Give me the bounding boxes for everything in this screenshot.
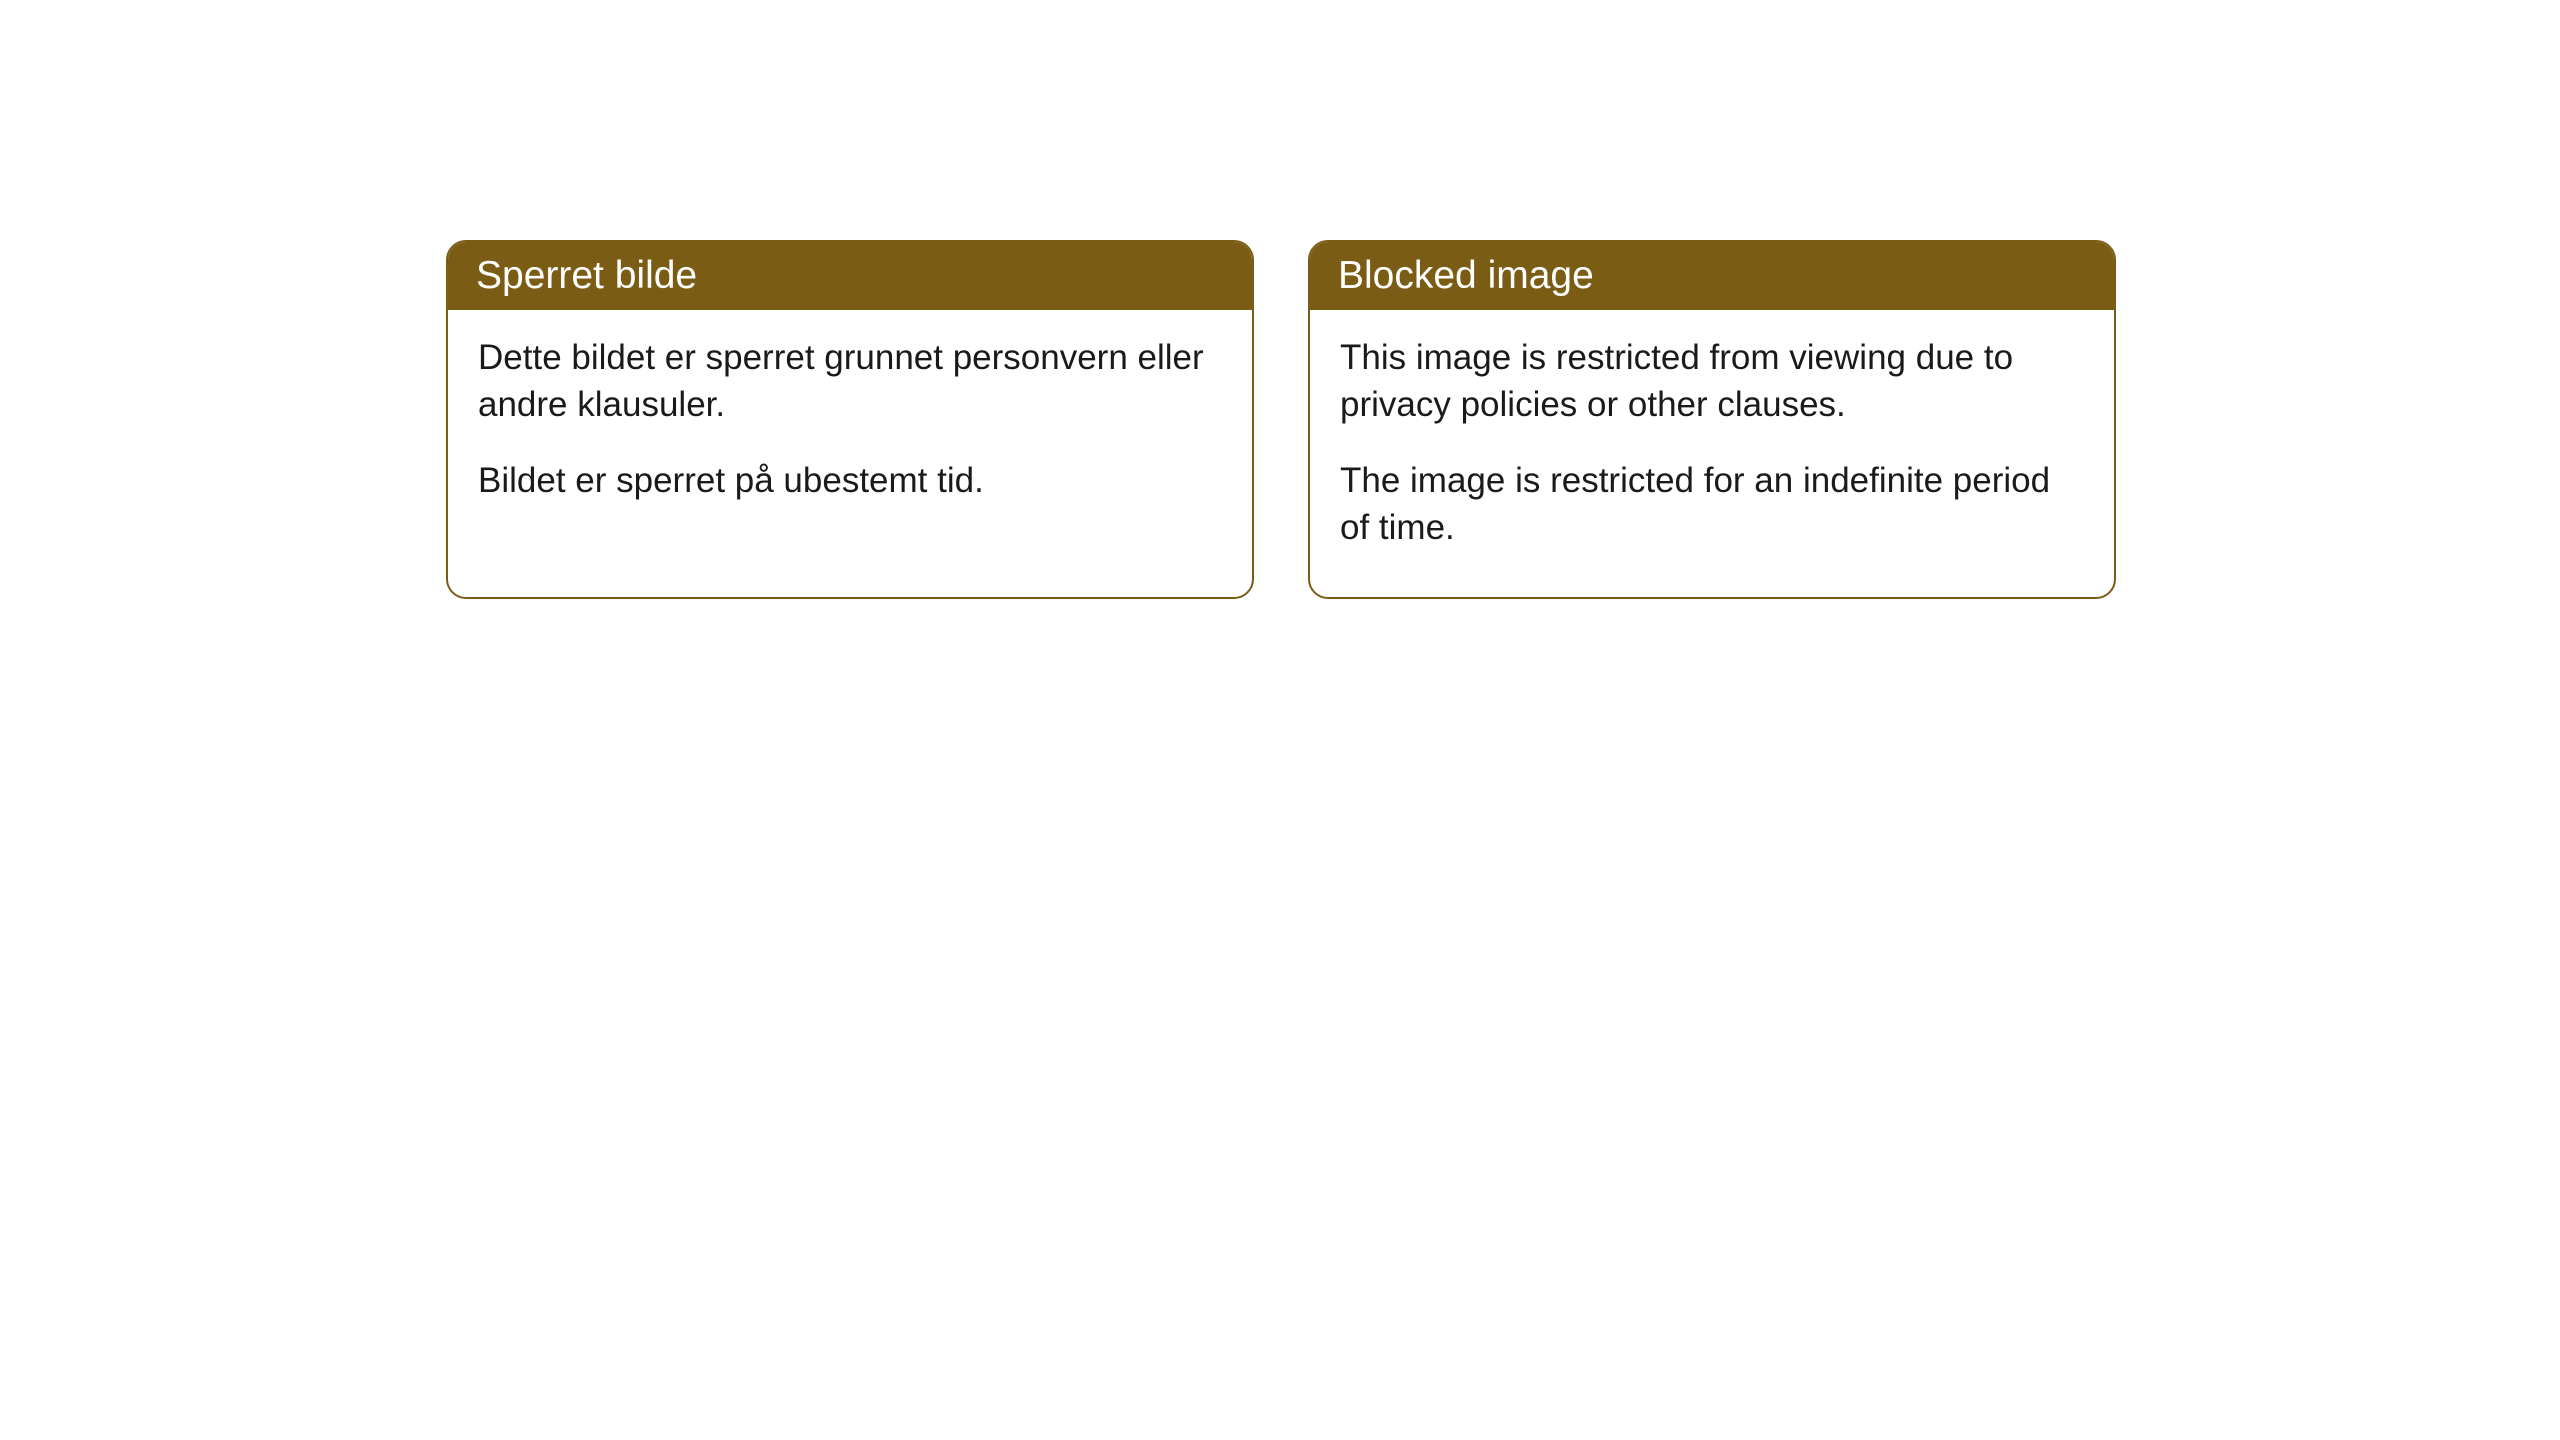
card-paragraph: The image is restricted for an indefinit… <box>1340 457 2084 552</box>
card-paragraph: Bildet er sperret på ubestemt tid. <box>478 457 1222 504</box>
card-title: Sperret bilde <box>476 254 697 297</box>
card-paragraph: This image is restricted from viewing du… <box>1340 334 2084 429</box>
card-body: This image is restricted from viewing du… <box>1310 310 2114 597</box>
blocked-image-card-norwegian: Sperret bilde Dette bildet er sperret gr… <box>446 240 1254 599</box>
notice-container: Sperret bilde Dette bildet er sperret gr… <box>0 0 2560 599</box>
card-header: Sperret bilde <box>448 242 1252 310</box>
card-body: Dette bildet er sperret grunnet personve… <box>448 310 1252 550</box>
card-paragraph: Dette bildet er sperret grunnet personve… <box>478 334 1222 429</box>
card-title: Blocked image <box>1338 254 1594 297</box>
blocked-image-card-english: Blocked image This image is restricted f… <box>1308 240 2116 599</box>
card-header: Blocked image <box>1310 242 2114 310</box>
